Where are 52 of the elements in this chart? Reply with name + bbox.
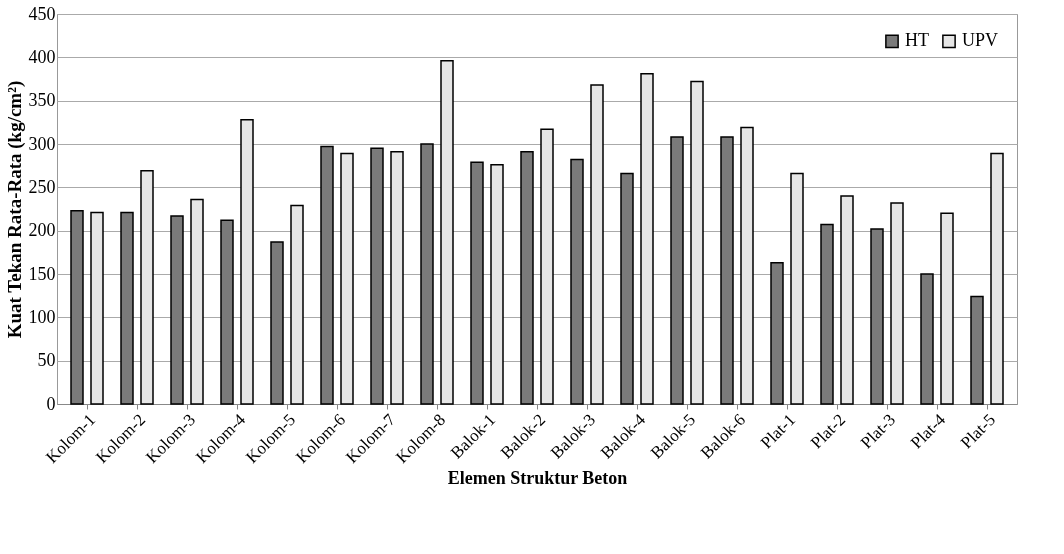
y-tick-label: 0	[46, 393, 56, 414]
y-tick-label: 400	[28, 46, 56, 67]
bar	[640, 73, 654, 405]
bar	[820, 223, 834, 405]
bar	[890, 202, 904, 405]
bar	[920, 273, 934, 405]
bar	[870, 228, 884, 405]
bar	[490, 164, 504, 405]
bar	[320, 145, 334, 405]
y-tick-label: 200	[28, 220, 56, 241]
bar	[90, 211, 104, 405]
bar	[790, 172, 804, 405]
legend-label: UPV	[962, 30, 999, 51]
x-axis-title: Elemen Struktur Beton	[447, 468, 628, 489]
bar	[770, 261, 784, 405]
bar	[970, 295, 984, 405]
bar	[270, 241, 284, 405]
y-tick-label: 50	[37, 350, 56, 371]
bar	[390, 151, 404, 405]
bar	[120, 211, 134, 405]
y-tick-label: 100	[28, 306, 56, 327]
bar	[520, 151, 534, 405]
y-tick-label: 250	[28, 176, 56, 197]
y-axis-title: Kuat Tekan Rata-Rata (kg/cm²)	[3, 80, 26, 339]
bar	[990, 152, 1004, 405]
bar	[440, 60, 454, 405]
bar	[590, 84, 604, 405]
bar	[190, 198, 204, 405]
bar	[220, 219, 234, 405]
bar	[370, 147, 384, 405]
bar	[690, 80, 704, 405]
bar	[170, 215, 184, 405]
y-tick-label: 150	[28, 263, 56, 284]
y-tick-label: 350	[28, 90, 56, 111]
bar	[570, 158, 584, 405]
legend-label: HT	[905, 30, 929, 51]
bar	[470, 161, 484, 405]
bar	[70, 209, 84, 405]
bar	[740, 126, 754, 405]
y-tick-label: 300	[28, 133, 56, 154]
bar	[940, 212, 954, 405]
bar	[290, 204, 304, 405]
bar	[720, 136, 734, 405]
bar	[140, 170, 154, 405]
bar	[840, 195, 854, 405]
bar	[620, 172, 634, 405]
bar	[540, 128, 554, 405]
bar	[670, 136, 684, 405]
y-tick-label: 450	[28, 3, 56, 24]
bar	[240, 118, 254, 405]
bar	[420, 143, 434, 405]
bar	[340, 152, 354, 405]
